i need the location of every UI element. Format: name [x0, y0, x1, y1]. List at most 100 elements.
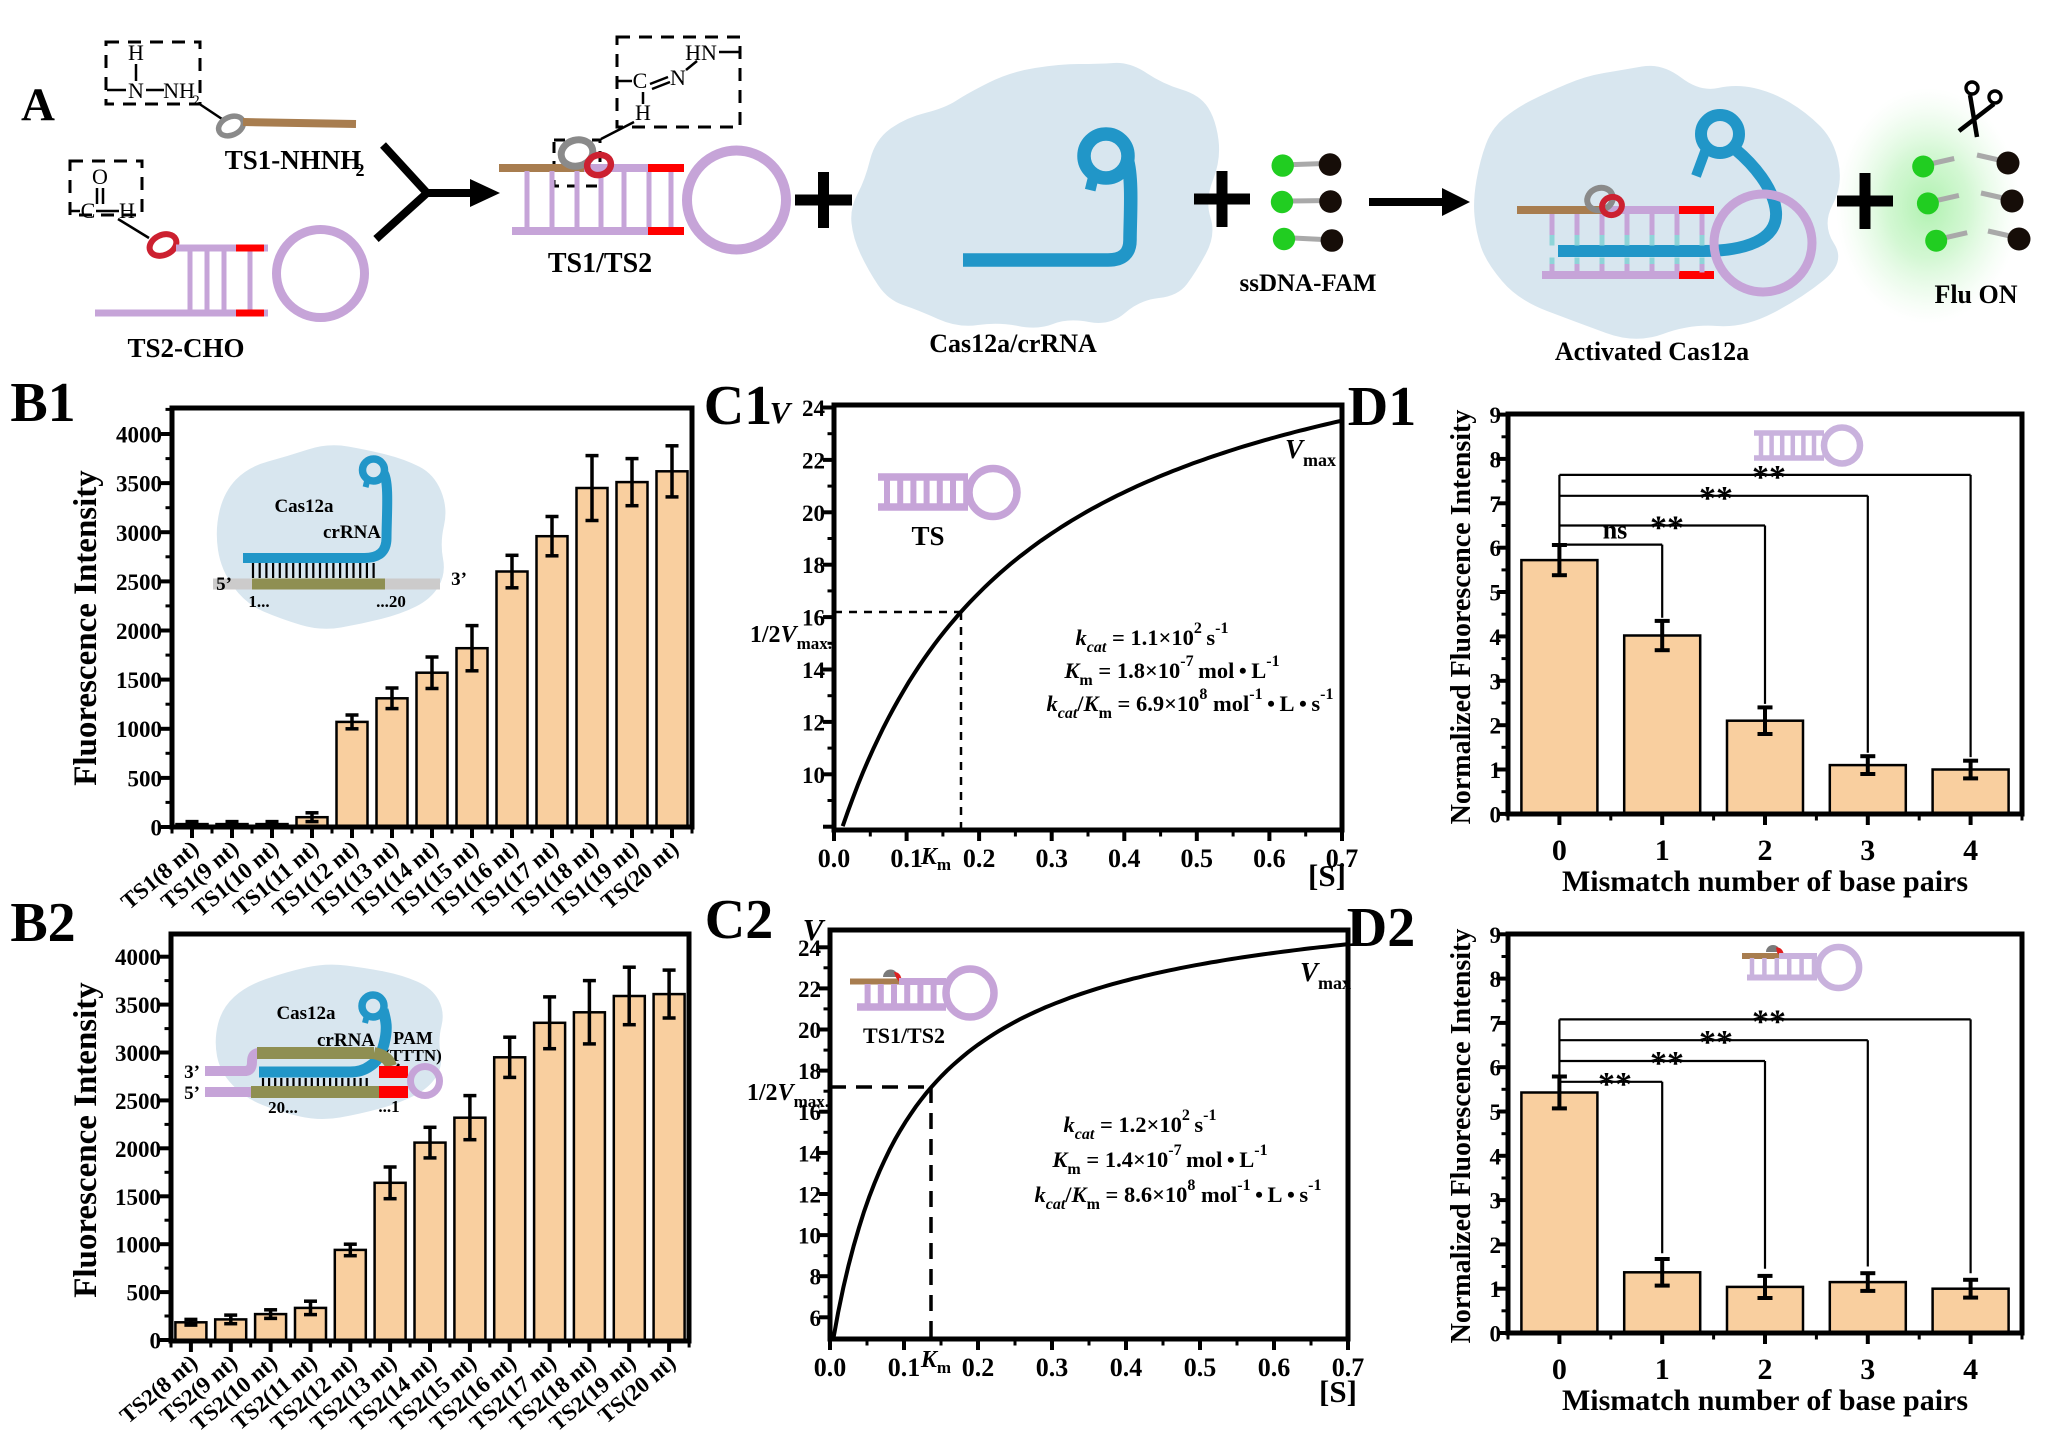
- svg-text:0.1: 0.1: [890, 844, 923, 873]
- svg-text:12: 12: [798, 1183, 821, 1208]
- svg-text:ssDNA-FAM: ssDNA-FAM: [1239, 270, 1376, 297]
- svg-text:kcat/Km = 6.9×108 mol-1 • L •: kcat/Km = 6.9×108 mol-1 • L • s-1: [1046, 686, 1333, 722]
- svg-text:0.7: 0.7: [1326, 844, 1359, 873]
- svg-text:5’: 5’: [216, 574, 232, 595]
- svg-text:0: 0: [1490, 1322, 1502, 1347]
- svg-text:3’: 3’: [184, 1062, 200, 1083]
- svg-text:7: 7: [1490, 492, 1502, 517]
- svg-text:D2: D2: [1347, 897, 1415, 959]
- svg-text:Fluorescence Intensity: Fluorescence Intensity: [68, 470, 104, 786]
- svg-text:1: 1: [1490, 758, 1502, 783]
- svg-text:0.2: 0.2: [963, 844, 996, 873]
- svg-text:6: 6: [810, 1306, 822, 1331]
- svg-text:kcat = 1.1×102 s-1: kcat = 1.1×102 s-1: [1076, 620, 1229, 656]
- svg-text:kcat = 1.2×102 s-1: kcat = 1.2×102 s-1: [1064, 1107, 1217, 1143]
- svg-text:7: 7: [1490, 1011, 1502, 1036]
- svg-text:PAM: PAM: [393, 1028, 433, 1048]
- svg-text:8: 8: [810, 1265, 822, 1290]
- svg-text:0.5: 0.5: [1181, 844, 1214, 873]
- svg-text:2500: 2500: [116, 570, 162, 595]
- svg-text:1...: 1...: [248, 592, 269, 611]
- svg-text:**: **: [1650, 1045, 1684, 1082]
- svg-text:0: 0: [150, 1329, 162, 1354]
- svg-text:0.0: 0.0: [818, 844, 851, 873]
- svg-text:20: 20: [798, 1018, 821, 1043]
- svg-text:2: 2: [1758, 1353, 1773, 1386]
- svg-text:NH: NH: [163, 78, 195, 103]
- svg-text:Normalized Fluorescence Intens: Normalized Fluorescence Intensity: [1446, 929, 1477, 1344]
- svg-text:Km: Km: [920, 1347, 951, 1377]
- svg-text:0.6: 0.6: [1253, 844, 1286, 873]
- svg-text:0.2: 0.2: [962, 1353, 995, 1382]
- svg-text:5’: 5’: [184, 1083, 200, 1104]
- svg-text:6: 6: [1490, 536, 1502, 561]
- svg-text:2: 2: [1490, 1233, 1502, 1258]
- svg-text:18: 18: [798, 1059, 821, 1084]
- svg-text:22: 22: [798, 977, 821, 1002]
- svg-text:3: 3: [1860, 834, 1875, 867]
- svg-text:1/2Vmax.: 1/2Vmax.: [747, 1080, 829, 1111]
- svg-text:5: 5: [1490, 581, 1502, 606]
- svg-text:TS: TS: [911, 521, 944, 551]
- svg-text:**: **: [1650, 510, 1684, 547]
- svg-text:B2: B2: [10, 892, 75, 954]
- svg-text:6: 6: [1490, 1056, 1502, 1081]
- svg-text:Cas12a: Cas12a: [274, 496, 334, 517]
- svg-text:2: 2: [1758, 834, 1773, 867]
- svg-text:4: 4: [1963, 1353, 1978, 1386]
- svg-text:Cas12a/crRNA: Cas12a/crRNA: [929, 329, 1097, 358]
- svg-text:5: 5: [1490, 1100, 1502, 1125]
- svg-text:C1: C1: [704, 375, 772, 437]
- svg-text:Cas12a: Cas12a: [276, 1003, 336, 1024]
- svg-text:20: 20: [802, 501, 825, 526]
- svg-text:2000: 2000: [116, 619, 162, 644]
- svg-text:A: A: [21, 79, 55, 131]
- svg-text:**: **: [1752, 1003, 1786, 1040]
- svg-text:kcat/Km = 8.6×108 mol-1 • L •: kcat/Km = 8.6×108 mol-1 • L • s-1: [1034, 1177, 1321, 1213]
- svg-text:10: 10: [802, 763, 825, 788]
- svg-text:500: 500: [128, 766, 163, 791]
- svg-text:3500: 3500: [115, 993, 161, 1018]
- svg-text:1: 1: [1655, 1353, 1670, 1386]
- svg-text:Flu ON: Flu ON: [1934, 280, 2017, 309]
- svg-text:...1: ...1: [378, 1097, 399, 1116]
- svg-text:12: 12: [802, 710, 825, 735]
- svg-text:0: 0: [1490, 802, 1502, 827]
- svg-text:**: **: [1598, 1066, 1632, 1103]
- svg-text:C2: C2: [705, 889, 773, 951]
- svg-text:2: 2: [356, 160, 365, 180]
- svg-text:Km = 1.8×10-7 mol • L-1: Km = 1.8×10-7 mol • L-1: [1063, 653, 1279, 689]
- svg-text:TS2-CHO: TS2-CHO: [127, 333, 244, 363]
- svg-text:TS1/TS2: TS1/TS2: [863, 1023, 945, 1048]
- svg-text:2: 2: [192, 93, 200, 109]
- svg-text:18: 18: [802, 553, 825, 578]
- svg-text:2500: 2500: [115, 1089, 161, 1114]
- svg-text:[S]: [S]: [1319, 1374, 1357, 1409]
- svg-text:3500: 3500: [116, 472, 162, 497]
- svg-text:4: 4: [1490, 1144, 1502, 1169]
- svg-text:22: 22: [802, 448, 825, 473]
- svg-text:C: C: [633, 68, 648, 93]
- svg-text:V: V: [770, 395, 793, 430]
- svg-text:1: 1: [1490, 1277, 1502, 1302]
- svg-text:H: H: [119, 198, 135, 223]
- svg-text:3: 3: [1490, 1189, 1502, 1214]
- svg-text:Mismatch number of base pairs: Mismatch number of base pairs: [1562, 865, 1968, 898]
- svg-text:3: 3: [1860, 1353, 1875, 1386]
- svg-text:3: 3: [1490, 669, 1502, 694]
- svg-text:9: 9: [1490, 403, 1502, 428]
- svg-text:Km: Km: [920, 844, 951, 874]
- svg-text:3’: 3’: [451, 569, 467, 590]
- svg-text:crRNA: crRNA: [323, 522, 381, 543]
- svg-text:0: 0: [1552, 834, 1567, 867]
- svg-text:500: 500: [127, 1281, 162, 1306]
- svg-text:24: 24: [802, 396, 826, 421]
- svg-text:Vmax: Vmax: [1285, 434, 1336, 470]
- svg-text:0.3: 0.3: [1035, 844, 1068, 873]
- svg-text:3000: 3000: [115, 1041, 161, 1066]
- svg-text:16: 16: [798, 1100, 821, 1125]
- svg-text:4000: 4000: [115, 945, 161, 970]
- svg-text:0.4: 0.4: [1108, 844, 1141, 873]
- svg-text:...20: ...20: [376, 592, 406, 611]
- svg-text:TS1/TS2: TS1/TS2: [548, 248, 652, 279]
